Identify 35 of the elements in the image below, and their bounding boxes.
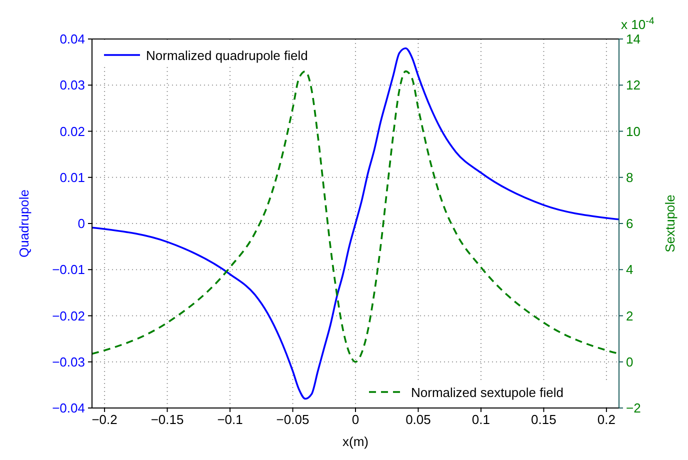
y-tick-label: −0.01 bbox=[52, 262, 85, 278]
y2-tick-label: 4 bbox=[626, 262, 634, 278]
x-tick-label: −0.1 bbox=[217, 412, 243, 428]
y2-tick-label: 6 bbox=[626, 216, 634, 232]
y2-tick-label: 8 bbox=[626, 170, 634, 185]
x-tick-label: 0.05 bbox=[406, 412, 431, 428]
y-tick-label: −0.03 bbox=[52, 354, 85, 370]
text: x 10$^{-4}$ bbox=[621, 16, 655, 32]
y-tick-label: 0.03 bbox=[60, 78, 85, 93]
y-tick-label: 0.02 bbox=[60, 124, 85, 139]
y-tick-label: −0.02 bbox=[52, 308, 85, 324]
y2-tick-label: 2 bbox=[626, 308, 634, 324]
x-tick-label: −0.05 bbox=[276, 412, 310, 428]
y2-tick-label: 10 bbox=[626, 124, 640, 139]
x-tick-label: 0.15 bbox=[531, 412, 556, 428]
line-series bbox=[92, 47, 619, 400]
y-axis-title: Quadrupole bbox=[16, 190, 32, 258]
x-tick-label: 0.2 bbox=[597, 412, 616, 428]
x-tick-label: −0.15 bbox=[150, 412, 184, 428]
y2-tick-label: 0 bbox=[626, 354, 634, 370]
legend-label: Normalized sextupole field bbox=[411, 385, 564, 400]
y2-axis-title: Sextupole bbox=[662, 194, 678, 252]
x-axis-title: x(m) bbox=[342, 434, 368, 449]
x-tick-label: 0.1 bbox=[472, 412, 490, 428]
line-series bbox=[92, 70, 619, 363]
x-tick-label: 0 bbox=[352, 412, 360, 428]
x-tick-label: −0.2 bbox=[92, 412, 118, 428]
y-tick-label: 0 bbox=[78, 216, 85, 232]
y-tick-label: 0.01 bbox=[60, 170, 85, 185]
y2-tick-label: 14 bbox=[626, 32, 640, 47]
legend-label: Normalized quadrupole field bbox=[146, 48, 308, 63]
y2-tick-label: −2 bbox=[626, 400, 641, 416]
y2-tick-label: 12 bbox=[626, 78, 640, 93]
y-tick-label: −0.04 bbox=[52, 400, 85, 416]
y-tick-label: 0.04 bbox=[60, 32, 85, 47]
